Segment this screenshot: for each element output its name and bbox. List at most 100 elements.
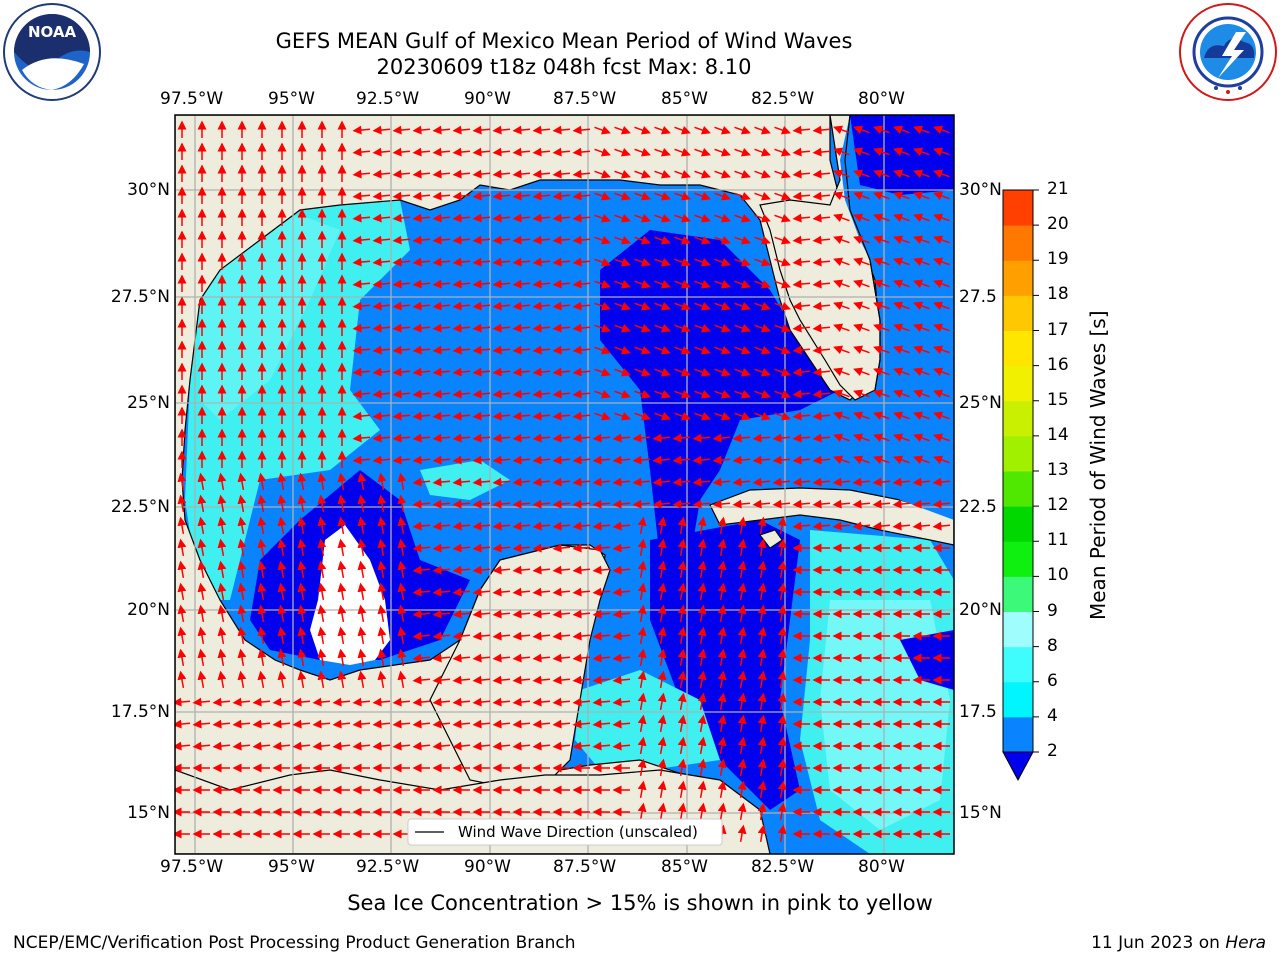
- wind-wave-arrow: [637, 758, 647, 777]
- wind-wave-arrow: [232, 697, 251, 707]
- wind-wave-arrow: [412, 301, 431, 311]
- wind-wave-arrow: [312, 697, 331, 707]
- wind-wave-arrow: [694, 213, 711, 223]
- wind-wave-arrow: [532, 125, 551, 135]
- wind-wave-arrow: [532, 499, 551, 509]
- wind-wave-arrow: [572, 389, 591, 399]
- wind-wave-arrow: [812, 213, 831, 223]
- wind-wave-arrow: [197, 516, 207, 535]
- wind-wave-arrow: [634, 169, 651, 179]
- wind-wave-arrow: [217, 626, 227, 645]
- wind-wave-arrow: [252, 697, 271, 707]
- wind-wave-arrow: [197, 538, 207, 557]
- chart-title-line1: GEFS MEAN Gulf of Mexico Mean Period of …: [275, 29, 853, 53]
- wind-wave-arrow: [532, 543, 551, 553]
- wind-wave-arrow: [452, 279, 471, 289]
- wind-wave-arrow: [337, 538, 347, 557]
- wind-wave-arrow: [297, 604, 307, 623]
- wind-wave-arrow: [594, 257, 611, 267]
- wind-wave-arrow: [853, 257, 870, 267]
- wind-wave-arrow: [694, 191, 711, 201]
- lon-label-bottom-6: 85°W: [661, 857, 708, 877]
- wind-wave-arrow: [913, 257, 930, 267]
- wind-wave-arrow: [913, 213, 930, 223]
- wind-wave-arrow: [697, 626, 707, 645]
- wind-wave-arrow: [774, 367, 791, 377]
- wind-wave-arrow: [452, 235, 471, 245]
- wind-wave-arrow: [893, 367, 910, 377]
- wind-wave-arrow: [432, 455, 451, 465]
- wind-wave-arrow: [913, 125, 930, 135]
- wind-wave-arrow: [292, 697, 311, 707]
- wind-wave-arrow: [677, 758, 687, 777]
- wind-wave-arrow: [717, 758, 727, 777]
- wind-wave-arrow: [714, 301, 731, 311]
- wind-wave-arrow: [572, 345, 591, 355]
- wind-wave-arrow: [297, 472, 307, 491]
- wind-wave-arrow: [452, 367, 471, 377]
- wind-wave-arrow: [714, 191, 731, 201]
- wind-wave-arrow: [774, 301, 791, 311]
- wind-wave-arrow: [913, 279, 930, 289]
- lon-label-top-1: 97.5°W: [160, 89, 224, 109]
- colorbar-segment: [1003, 506, 1033, 542]
- wind-wave-arrow: [472, 521, 491, 531]
- wind-wave-arrow: [612, 565, 631, 575]
- wind-wave-arrow: [913, 367, 930, 377]
- wind-wave-arrow: [432, 697, 451, 707]
- wind-wave-arrow: [572, 741, 591, 751]
- wind-wave-arrow: [552, 521, 571, 531]
- wind-wave-arrow: [332, 719, 351, 729]
- wind-wave-arrow: [217, 582, 227, 601]
- wind-wave-arrow: [412, 697, 431, 707]
- wind-wave-arrow: [594, 345, 611, 355]
- wind-wave-arrow: [512, 323, 531, 333]
- wind-wave-arrow: [532, 741, 551, 751]
- wind-wave-arrow: [252, 741, 271, 751]
- wind-wave-arrow: [712, 499, 731, 509]
- wind-wave-arrow: [832, 477, 851, 487]
- wind-wave-arrow: [317, 560, 327, 579]
- wind-wave-arrow: [612, 433, 631, 443]
- colorbar-tick-label: 9: [1047, 600, 1058, 621]
- wind-wave-arrow: [412, 609, 431, 619]
- wind-wave-arrow: [432, 301, 451, 311]
- wind-wave-arrow: [572, 235, 591, 245]
- wind-wave-arrow: [552, 653, 571, 663]
- wind-wave-arrow: [532, 477, 551, 487]
- wind-wave-arrow: [372, 411, 391, 421]
- wind-wave-arrow: [712, 455, 731, 465]
- lon-label-bottom-4: 90°W: [464, 857, 511, 877]
- wind-wave-arrow: [792, 477, 811, 487]
- colorbar-segment: [1003, 260, 1033, 296]
- wind-wave-arrow: [212, 719, 231, 729]
- no-data-campeche: [310, 525, 390, 665]
- noaa-logo-text: NOAA: [28, 23, 77, 41]
- wind-wave-arrow: [357, 494, 367, 513]
- wind-wave-arrow: [552, 367, 571, 377]
- wind-wave-arrow: [512, 235, 531, 245]
- wind-wave-arrow: [594, 389, 611, 399]
- wind-wave-arrow: [412, 323, 431, 333]
- wind-wave-arrow: [572, 565, 591, 575]
- wind-wave-arrow: [217, 516, 227, 535]
- wind-wave-arrow: [792, 213, 811, 223]
- wind-wave-arrow: [197, 670, 207, 689]
- wind-wave-arrow: [674, 147, 691, 157]
- wind-wave-arrow: [392, 279, 411, 289]
- wind-wave-arrow: [752, 499, 771, 509]
- wind-wave-arrow: [397, 626, 407, 645]
- wind-wave-arrow: [377, 538, 387, 557]
- lat-label-left-6: 17.5°N: [110, 702, 170, 722]
- wind-wave-arrow: [392, 389, 411, 399]
- wind-wave-arrow: [197, 604, 207, 623]
- wind-wave-arrow: [452, 323, 471, 333]
- wind-wave-arrow: [912, 521, 931, 531]
- wind-wave-arrow: [412, 675, 431, 685]
- wind-wave-arrow: [614, 235, 631, 245]
- wind-wave-arrow: [512, 477, 531, 487]
- wind-wave-arrow: [654, 389, 671, 399]
- wind-wave-arrow: [752, 455, 771, 465]
- wind-wave-arrow: [372, 719, 391, 729]
- wind-wave-arrow: [833, 389, 850, 399]
